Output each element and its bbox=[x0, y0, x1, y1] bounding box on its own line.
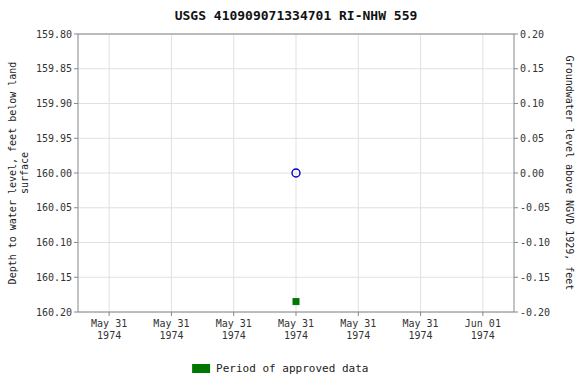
tick-mark bbox=[74, 173, 78, 174]
tick-label: -0.10 bbox=[520, 237, 550, 248]
grid-line bbox=[358, 34, 359, 312]
tick-label: 0.05 bbox=[520, 133, 544, 144]
grid-line bbox=[171, 34, 172, 312]
tick-mark bbox=[514, 312, 518, 313]
text-line: May 31 bbox=[153, 318, 189, 329]
grid-line bbox=[109, 34, 110, 312]
series bbox=[292, 169, 300, 177]
series bbox=[293, 299, 299, 305]
text-line: Depth to water level, feet below land bbox=[7, 62, 18, 285]
tick-label: 0.15 bbox=[520, 63, 544, 74]
tick-mark bbox=[358, 312, 359, 316]
y2-axis-label: Groundwater level above NGVD 1929, feet bbox=[564, 56, 575, 291]
x-axis: May 311974May 311974May 311974May 311974… bbox=[91, 312, 501, 341]
tick-label: 160.20 bbox=[36, 307, 72, 318]
tick-mark bbox=[74, 277, 78, 278]
tick-label: 0.00 bbox=[520, 168, 544, 179]
tick-label: 159.80 bbox=[36, 29, 72, 40]
tick-label: May 311974 bbox=[340, 318, 376, 341]
tick-mark bbox=[74, 138, 78, 139]
tick-mark bbox=[74, 312, 78, 313]
tick-mark bbox=[74, 34, 78, 35]
tick-mark bbox=[514, 138, 518, 139]
text-line: surface bbox=[19, 152, 30, 194]
tick-mark bbox=[296, 312, 297, 316]
tick-label: -0.05 bbox=[520, 202, 550, 213]
marks bbox=[292, 169, 300, 305]
tick-label: May 311974 bbox=[403, 318, 439, 341]
tick-label: May 311974 bbox=[216, 318, 252, 341]
tick-mark bbox=[74, 68, 78, 69]
tick-mark bbox=[514, 173, 518, 174]
tick-label: 0.20 bbox=[520, 29, 544, 40]
y-axis: 159.80 159.85 159.90 159.95 160.00 160.05 160.… bbox=[36, 29, 78, 318]
text-line: 1974 bbox=[409, 330, 433, 341]
text-line: 1974 bbox=[346, 330, 370, 341]
plot-frame bbox=[78, 34, 514, 312]
text-line: 1974 bbox=[159, 330, 183, 341]
tick-mark bbox=[514, 242, 518, 243]
tick-mark bbox=[514, 68, 518, 69]
tick-label: May 311974 bbox=[153, 318, 189, 341]
tick-label: May 311974 bbox=[278, 318, 314, 341]
tick-mark bbox=[482, 312, 483, 316]
tick-mark bbox=[233, 312, 234, 316]
tick-mark bbox=[514, 34, 518, 35]
tick-mark bbox=[514, 277, 518, 278]
tick-label: 159.95 bbox=[36, 133, 72, 144]
chart: 159.80 159.85 159.90 159.95 160.00 160.05 160.… bbox=[0, 0, 576, 384]
grid-line bbox=[420, 34, 421, 312]
title: USGS 410909071334701 RI-NHW 559 bbox=[175, 8, 418, 23]
legend-swatch bbox=[192, 364, 210, 373]
text-line: May 31 bbox=[216, 318, 252, 329]
tick-label: -0.15 bbox=[520, 272, 550, 283]
tick-mark bbox=[171, 312, 172, 316]
legend: Period of approved data bbox=[192, 362, 368, 375]
tick-mark bbox=[74, 207, 78, 208]
point bbox=[293, 299, 299, 305]
y-axis-label: Depth to water level, feet below landsur… bbox=[7, 62, 30, 285]
tick-mark bbox=[514, 207, 518, 208]
tick-mark bbox=[109, 312, 110, 316]
tick-label: -0.20 bbox=[520, 307, 550, 318]
text-line: 1974 bbox=[471, 330, 495, 341]
tick-label: 159.85 bbox=[36, 63, 72, 74]
tick-mark bbox=[74, 103, 78, 104]
y2-axis: 0.20 0.15 0.10 0.05 0.00 -0.05 -0.10 -0.15 -0.20 bbox=[514, 29, 550, 318]
legend-label: Period of approved data bbox=[216, 362, 368, 375]
grid-line bbox=[296, 34, 297, 312]
text-line: May 31 bbox=[403, 318, 439, 329]
tick-label: 0.10 bbox=[520, 98, 544, 109]
tick-mark bbox=[514, 103, 518, 104]
text-line: May 31 bbox=[340, 318, 376, 329]
tick-mark bbox=[74, 242, 78, 243]
tick-label: 160.05 bbox=[36, 202, 72, 213]
tick-label: 159.90 bbox=[36, 98, 72, 109]
text-line: May 31 bbox=[91, 318, 127, 329]
tick-label: Jun 011974 bbox=[465, 318, 501, 341]
text-line: 1974 bbox=[222, 330, 246, 341]
grid bbox=[78, 34, 514, 312]
tick-label: May 311974 bbox=[91, 318, 127, 341]
tick-mark bbox=[420, 312, 421, 316]
text-line: 1974 bbox=[284, 330, 308, 341]
point bbox=[292, 169, 300, 177]
tick-label: 160.15 bbox=[36, 272, 72, 283]
text-line: May 31 bbox=[278, 318, 314, 329]
grid-line bbox=[233, 34, 234, 312]
text-line: 1974 bbox=[97, 330, 121, 341]
text-line: Jun 01 bbox=[465, 318, 501, 329]
text-line: Groundwater level above NGVD 1929, feet bbox=[564, 56, 575, 291]
tick-label: 160.00 bbox=[36, 168, 72, 179]
grid-line bbox=[482, 34, 483, 312]
tick-label: 160.10 bbox=[36, 237, 72, 248]
